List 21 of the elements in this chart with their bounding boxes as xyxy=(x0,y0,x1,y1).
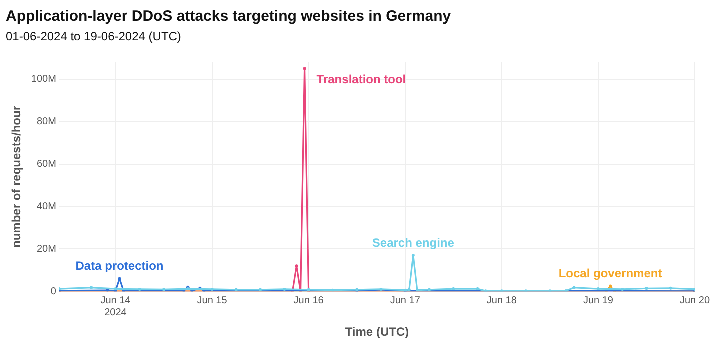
chart-subtitle: 01-06-2024 to 19-06-2024 (UTC) xyxy=(6,30,182,44)
series-label: Local government xyxy=(558,266,662,281)
x-tick-label: Jun 16 xyxy=(294,295,324,306)
y-axis-title: number of requests/hour xyxy=(10,106,24,248)
x-tick-label: Jun 20 xyxy=(680,295,710,306)
chart-title: Application-layer DDoS attacks targeting websites in Germany xyxy=(6,8,452,26)
y-tick-label: 0 xyxy=(50,286,57,298)
y-tick-label: 100M xyxy=(31,74,56,86)
x-tick-label: Jun 18 xyxy=(486,295,518,306)
x-axis-title: Time (UTC) xyxy=(345,325,410,340)
y-tick-label: 20M xyxy=(36,244,56,255)
y-tick-label: 40M xyxy=(36,201,56,212)
y-tick-label: 60M xyxy=(36,159,56,170)
series-label: Translation tool xyxy=(316,72,406,87)
x-tick-label: Jun 15 xyxy=(197,295,228,306)
x-tick-label: Jun 17 xyxy=(390,295,421,306)
series-label: Search engine xyxy=(372,236,455,250)
x-tick-label: Jun 14 2024 xyxy=(100,295,132,318)
y-tick-label: 80M xyxy=(36,116,56,128)
series-label: Data protection xyxy=(76,259,164,274)
x-tick-label: Jun 19 xyxy=(583,295,614,306)
